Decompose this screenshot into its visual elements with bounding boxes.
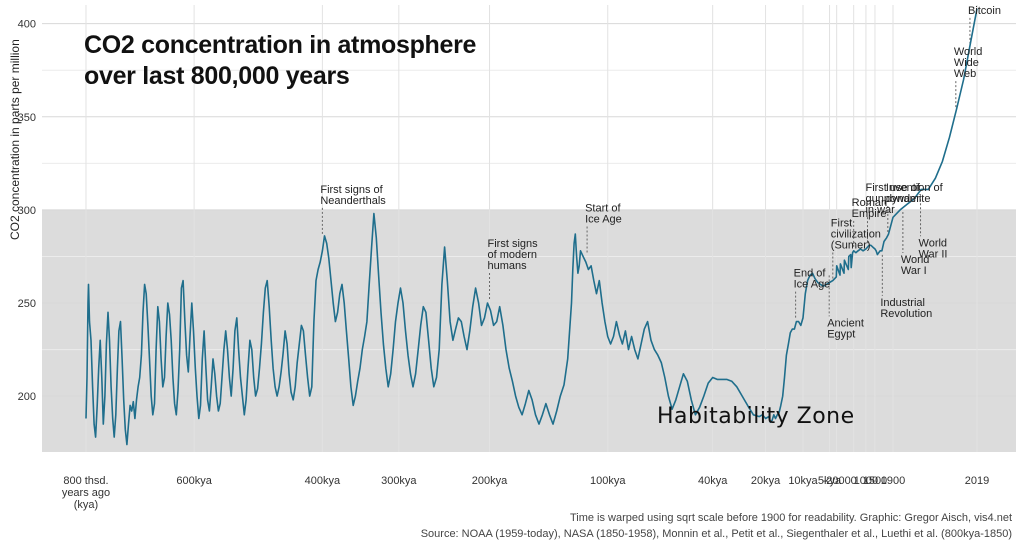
- series-layer: [85, 8, 978, 446]
- annotation-label: Invention of: [886, 182, 944, 194]
- x-tick-label: -2000: [823, 475, 851, 487]
- annotation-label: War I: [901, 265, 927, 277]
- x-tick-label: 5kya: [818, 475, 842, 487]
- x-tick-label: 40kya: [698, 475, 728, 487]
- x-tick-label: years ago: [62, 487, 110, 499]
- caption-note: Time is warped using sqrt scale before 1…: [569, 512, 1012, 524]
- x-tick-labels: 800 thsd.years ago(kya) 600kya 400kya 300ky…: [62, 475, 989, 511]
- annotation-label: of modern: [488, 249, 538, 261]
- annotation-label: First signs: [488, 238, 539, 250]
- habitability-zone-label: Habitability Zone: [657, 404, 855, 429]
- x-tick-label: 0: [851, 475, 857, 487]
- annotation-label: World: [919, 237, 948, 249]
- annotation-label: Ice Age: [794, 279, 831, 291]
- annotation-label: End of: [794, 268, 827, 280]
- annotation-label: Roman: [852, 197, 887, 209]
- x-tick-label: 400kya: [305, 475, 341, 487]
- annotation-label: First signs of: [320, 184, 383, 196]
- annotation-label: World: [954, 46, 983, 58]
- x-tick-label: 2019: [965, 475, 989, 487]
- annotation-label: War II: [919, 248, 948, 260]
- x-tick-label: (kya): [74, 499, 98, 511]
- annotation-label: Web: [954, 68, 976, 80]
- x-tick-label: 800 thsd.: [63, 475, 108, 487]
- annotation-label: Wide: [954, 57, 979, 69]
- annotation-label: Ancient: [827, 317, 864, 329]
- y-axis-label: CO2 concentration in parts per million: [8, 39, 22, 240]
- annotation-label: gunpowder: [865, 193, 920, 205]
- chart-title-line1: CO2 concentration in atmosphere: [84, 31, 477, 59]
- x-tick-label: 10kya: [788, 475, 818, 487]
- y-tick-label: 200: [18, 391, 36, 403]
- y-tick-labels: 200 250 300 350 400: [18, 19, 36, 404]
- annotation-label: (Sumer): [831, 240, 871, 252]
- annotation-label: Egypt: [827, 328, 855, 340]
- annotation-label: Industrial: [880, 297, 925, 309]
- annotation-label: First use of: [865, 182, 920, 194]
- y-tick-label: 300: [18, 205, 36, 217]
- x-tick-label: 300kya: [381, 475, 417, 487]
- y-tick-label: 400: [18, 19, 36, 31]
- annotation-label: civilization: [831, 229, 881, 241]
- x-tick-label: 600kya: [176, 475, 212, 487]
- x-tick-label: 20kya: [751, 475, 781, 487]
- annotation-label: World: [901, 254, 930, 266]
- chart-title: CO2 concentration in atmosphere over las…: [84, 30, 476, 92]
- annotation-label: Bitcoin: [968, 5, 1001, 17]
- x-tick-label: 200kya: [472, 475, 508, 487]
- annotation-label: Ice Age: [585, 213, 622, 225]
- x-tick-label: 1900: [881, 475, 905, 487]
- y-tick-label: 350: [18, 112, 36, 124]
- x-tick-label: 1500: [863, 475, 887, 487]
- annotation-label: First: [831, 218, 852, 230]
- annotation-label: dynamite: [886, 193, 931, 205]
- annotation-label: Empire: [852, 208, 887, 220]
- y-tick-label: 250: [18, 298, 36, 310]
- x-tick-label: 100kya: [590, 475, 626, 487]
- x-tick-label: 1000: [854, 475, 878, 487]
- annotation-label: Start of: [585, 202, 621, 214]
- annotation-label: humans: [488, 260, 528, 272]
- co2-series-line: [85, 8, 978, 446]
- caption-source: Source: NOAA (1959-today), NASA (1850-19…: [420, 528, 1012, 540]
- annotation-label: Revolution: [880, 308, 932, 320]
- annotation-label: in war: [865, 204, 895, 216]
- chart-title-line2: over last 800,000 years: [84, 62, 350, 90]
- annotation-label: Neanderthals: [320, 195, 386, 207]
- gridlines: [42, 5, 1016, 452]
- annotation-leaders: [321, 17, 971, 318]
